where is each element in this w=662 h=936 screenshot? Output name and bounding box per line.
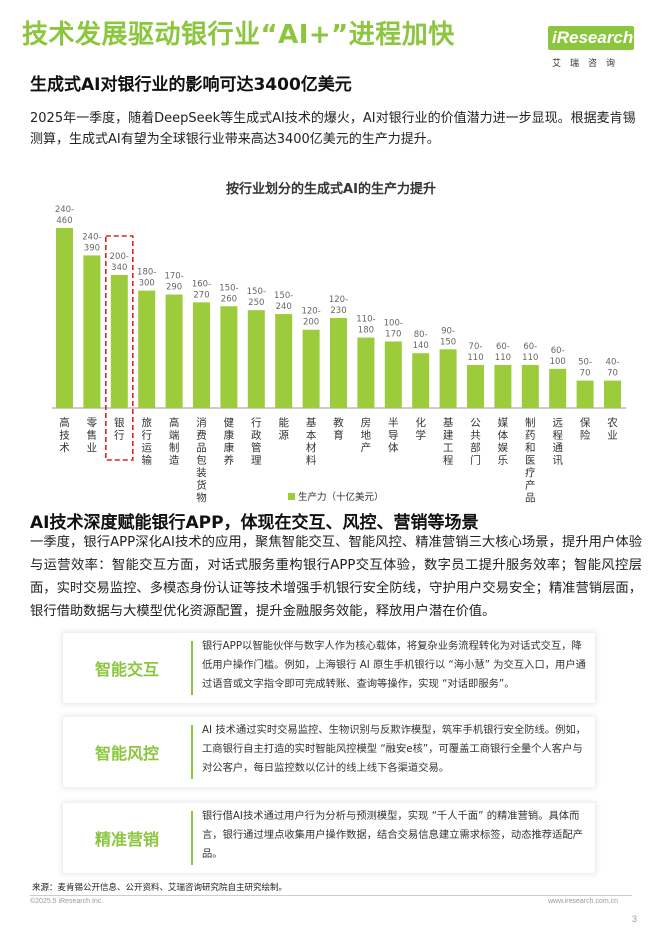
highlight-box (105, 235, 134, 461)
bar (220, 306, 238, 408)
data-label: 110-180 (356, 315, 375, 336)
bar (275, 314, 293, 408)
category-label: 银行 (114, 416, 125, 442)
copyright: ©2025.5 iResearch Inc. (30, 898, 104, 905)
card-divider (191, 811, 193, 865)
website-link[interactable]: www.iresearch.com.cn (548, 898, 619, 905)
section2-paragraph: 一季度，银行APP深化AI技术的应用，聚焦智能交互、智能风控、精准营销三大核心场… (30, 535, 642, 619)
category-label: 保险 (580, 416, 591, 442)
bar (110, 274, 128, 408)
data-label: 170-290 (164, 272, 183, 293)
data-label: 40-70 (606, 358, 620, 379)
card-smart-interaction: 智能交互 银行APP以智能伙伴与数字人作为核心载体，将复杂业务流程转化为对话式交… (62, 632, 596, 704)
data-label: 50-70 (578, 358, 592, 379)
category-label: 半导体 (388, 416, 399, 454)
data-label: 100-170 (384, 318, 403, 339)
chart-title: 按行业划分的生成式AI的生产力提升 (226, 182, 436, 197)
legend-label: 生产力（十亿美元） (298, 491, 384, 503)
data-label: 120-200 (301, 307, 320, 328)
bar (467, 364, 484, 408)
source-note: 来源：麦肯锡公开信息、公开资料、艾瑞咨询研究院自主研究绘制。 (32, 883, 288, 893)
logo-text: iResearch (552, 28, 634, 47)
card-text: 银行借AI技术通过用户行为分析与预测模型，实现 “千人千面” 的精准营销。具体而… (202, 810, 583, 860)
category-label: 旅行运输 (141, 416, 152, 467)
category-label: 媒体娱乐 (498, 416, 509, 467)
footer-divider (30, 895, 632, 896)
data-label: 90-150 (440, 326, 456, 347)
data-label: 80-140 (413, 330, 429, 351)
bar (412, 353, 430, 408)
card-label: 智能交互 (94, 660, 159, 679)
category-label: 基本材料 (306, 416, 317, 467)
bar (83, 255, 101, 408)
bar (56, 228, 73, 408)
bar (604, 380, 621, 408)
bar (549, 368, 567, 408)
data-label: 60-110 (495, 342, 511, 363)
bar (439, 349, 457, 408)
card-smart-risk-control: 智能风控 AI 技术通过实时交易监控、生物识别与反欺诈模型，筑牢手机银行安全防线… (62, 716, 596, 788)
section1-heading: 生成式AI对银行业的影响可达3400亿美元 (30, 75, 352, 95)
category-label: 能源 (278, 416, 289, 442)
bar (576, 380, 594, 408)
legend-swatch (288, 493, 295, 500)
bar (138, 290, 156, 408)
logo-background (548, 26, 634, 50)
card-divider (191, 641, 193, 695)
data-label: 240-460 (55, 205, 74, 226)
category-label: 健康康养 (224, 417, 235, 467)
category-label: 行政管理 (251, 416, 262, 467)
category-label: 化学 (415, 416, 426, 442)
category-label: 基建工程 (443, 416, 454, 467)
category-label: 农业 (607, 416, 618, 442)
page-title: 技术发展驱动银行业“AI+”进程加快 (22, 20, 455, 50)
section2-heading: AI技术深度赋能银行APP，体现在交互、风控、营销等场景 (30, 513, 479, 533)
page-number: 3 (632, 914, 638, 924)
iresearch-logo: iResearch 艾瑞咨询 (546, 16, 642, 70)
data-label: 60-100 (550, 346, 566, 367)
bar (302, 329, 320, 408)
data-label: 180-300 (137, 268, 156, 289)
card-divider (191, 725, 193, 779)
data-label: 150-260 (219, 283, 238, 304)
section1-paragraph: 2025年一季度，随着DeepSeek等生成式AI技术的爆火，AI对银行业的价值… (30, 111, 636, 147)
bar (330, 318, 347, 408)
bar (193, 302, 210, 408)
card-label: 智能风控 (94, 744, 159, 763)
bar (521, 364, 539, 408)
bar (165, 294, 183, 408)
data-label: 120-230 (329, 295, 348, 316)
category-label: 远程通讯 (552, 417, 563, 467)
data-label: 150-240 (274, 291, 293, 312)
bar (494, 364, 512, 408)
card-precision-marketing: 精准营销 银行借AI技术通过用户行为分析与预测模型，实现 “千人千面” 的精准营… (62, 802, 596, 874)
card-label: 精准营销 (94, 830, 159, 849)
bar (384, 341, 402, 408)
category-label: 高端制造 (169, 416, 180, 467)
category-label: 消费品包装货物 (196, 416, 207, 504)
category-label: 公共部门 (470, 417, 481, 467)
logo-subtitle: 艾瑞咨询 (552, 59, 625, 69)
category-label: 教育 (333, 416, 344, 442)
category-label: 零售业 (87, 417, 98, 454)
category-label: 制药和医疗产品 (525, 416, 536, 504)
card-text: 银行APP以智能伙伴与数字人作为核心载体，将复杂业务流程转化为对话式交互，降低用… (202, 640, 586, 690)
data-label: 160-270 (192, 279, 211, 300)
bar-chart: 240-460 高技术 240-390 零售业 200-340 银行 180-300 旅行运输… (52, 205, 626, 504)
data-label: 60-110 (522, 342, 538, 363)
category-label: 房地产 (361, 416, 372, 454)
data-label: 200-340 (110, 252, 129, 273)
card-text: AI 技术通过实时交易监控、生物识别与反欺诈模型，筑牢手机银行安全防线。例如，工… (202, 724, 587, 774)
data-label: 240-390 (82, 232, 101, 253)
bar (357, 337, 375, 408)
data-label: 70-110 (467, 342, 483, 363)
bar (247, 310, 265, 408)
category-label: 高技术 (59, 416, 70, 454)
data-label: 150-250 (247, 287, 266, 308)
